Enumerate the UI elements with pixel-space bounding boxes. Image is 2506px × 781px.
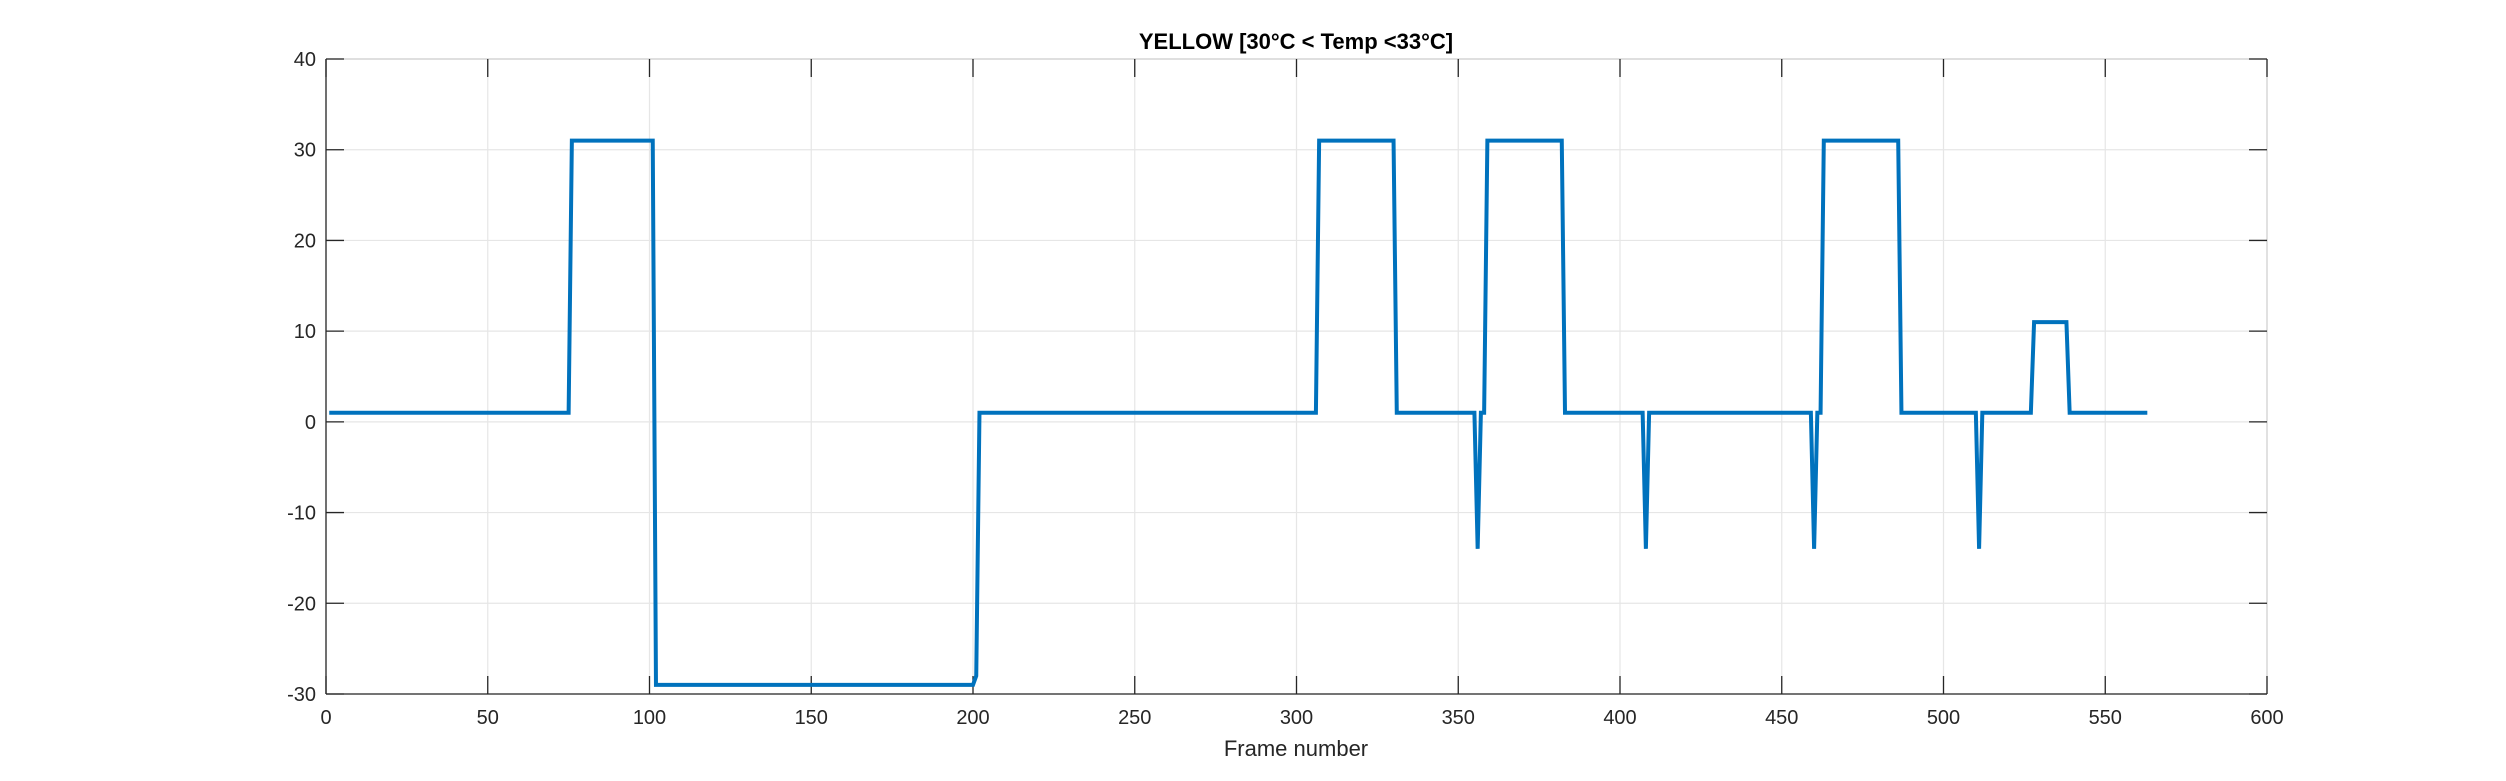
x-tick-label: 200 [956, 707, 989, 729]
x-tick-label: 550 [2089, 707, 2122, 729]
axes [325, 58, 2268, 695]
series [329, 138, 2148, 687]
x-tick-label: 300 [1280, 707, 1313, 729]
x-tick-label: 500 [1927, 707, 1960, 729]
y-tick-label: -30 [287, 684, 316, 706]
x-tick-label: 100 [633, 707, 666, 729]
tick-labels: 0 50 100 150 200 250 300 350 400 450 500 550 600-30-… [287, 49, 2284, 729]
series-line [329, 138, 2148, 687]
y-tick-label: 20 [294, 230, 316, 252]
y-tick-label: 10 [294, 321, 316, 343]
grid [325, 58, 2268, 695]
x-axis-title: Frame number [1224, 736, 1368, 761]
chart-title: YELLOW [30°C < Temp <33°C] [1139, 29, 1453, 54]
y-tick-label: -20 [287, 593, 316, 615]
y-tick-label: 40 [294, 49, 316, 71]
x-tick-label: 50 [477, 707, 499, 729]
y-tick-label: 30 [294, 140, 316, 162]
x-tick-label: 0 [320, 707, 331, 729]
x-tick-label: 400 [1603, 707, 1636, 729]
y-tick-label: 0 [305, 412, 316, 434]
x-tick-label: 250 [1118, 707, 1151, 729]
x-tick-label: 600 [2250, 707, 2283, 729]
x-tick-label: 450 [1765, 707, 1798, 729]
x-tick-label: 150 [795, 707, 828, 729]
x-tick-label: 350 [1442, 707, 1475, 729]
y-tick-label: -10 [287, 503, 316, 525]
